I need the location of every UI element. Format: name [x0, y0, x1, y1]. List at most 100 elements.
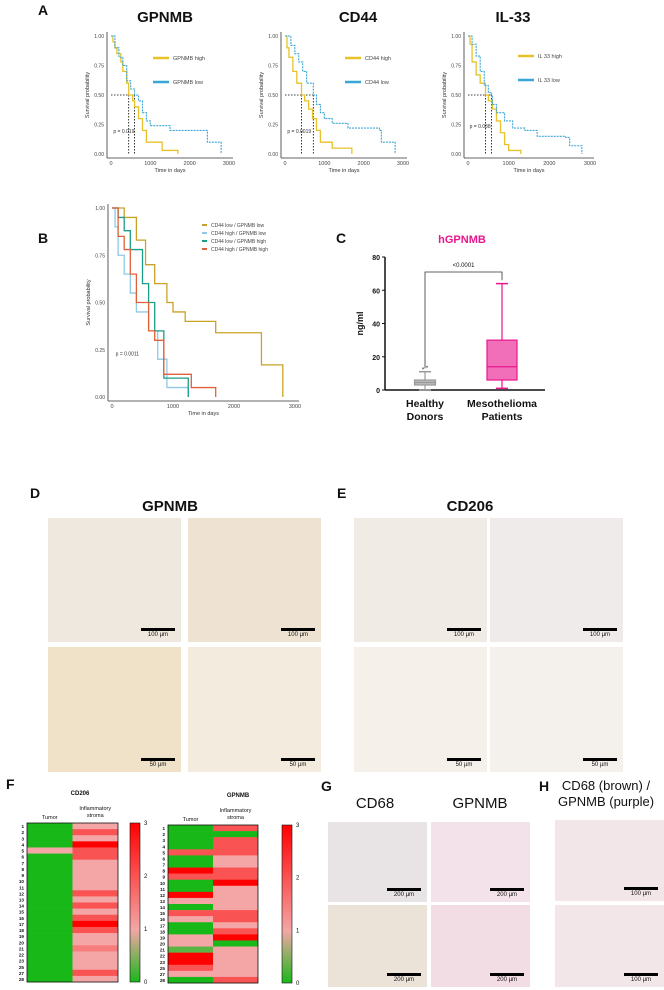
- scale-bar: 100 µm: [447, 628, 481, 638]
- row-label: 15: [160, 911, 166, 916]
- x-tick-label: 3000: [289, 404, 301, 410]
- x-tick-label: Patients: [482, 411, 523, 423]
- heatmap-cell: [168, 837, 213, 844]
- micrograph-d-3: 50 µm: [48, 647, 181, 772]
- heatmap-border: [167, 824, 259, 984]
- row-label: 28: [160, 978, 166, 983]
- heatmap-cell: [213, 831, 258, 838]
- row-label: 11: [19, 885, 24, 890]
- row-label: 12: [19, 891, 25, 896]
- row-label: 10: [160, 881, 166, 886]
- y-tick-label: 1.00: [94, 34, 104, 40]
- heatmap-cell: [27, 884, 73, 891]
- outlier: [426, 365, 428, 368]
- y-tick-label: 0.25: [268, 123, 278, 129]
- y-axis-label: Survival probability: [442, 72, 448, 118]
- heatmap-cell: [168, 970, 213, 978]
- row-label: 6: [21, 855, 24, 860]
- y-tick-label: 1.00: [95, 206, 105, 212]
- heatmap-cell: [168, 964, 213, 972]
- outlier: [422, 367, 424, 370]
- panel-label-d: D: [30, 485, 41, 501]
- heatmap-border: [26, 822, 119, 983]
- row-label: 9: [162, 875, 165, 880]
- heatmap-cell: [27, 902, 73, 909]
- heatmap-cell: [168, 928, 213, 935]
- x-axis-label: Time in days: [329, 168, 360, 174]
- y-tick-label: 0.00: [451, 152, 461, 158]
- colorbar-tick-label: 3: [296, 823, 300, 829]
- heatmap-cell: [27, 975, 73, 983]
- y-axis-label: Survival probability: [259, 72, 265, 118]
- row-label: 17: [19, 922, 25, 927]
- row-label: 17: [160, 923, 166, 928]
- micrograph-g-gpnmb-2: 200 µm: [431, 905, 530, 987]
- x-tick-label: Healthy: [406, 398, 444, 410]
- chart-title: hGPNMB: [438, 234, 486, 246]
- survival-curve-0: [285, 35, 353, 154]
- column-label: Tumor: [183, 817, 199, 823]
- micrograph-e-2: 100 µm: [490, 518, 623, 642]
- row-label: 25: [19, 965, 25, 970]
- x-axis-label: Time in days: [155, 168, 186, 174]
- x-tick-label: 0: [466, 161, 469, 167]
- micrograph-e-1: 100 µm: [354, 518, 487, 642]
- row-label: 12: [160, 893, 166, 898]
- heatmap-cell: [72, 896, 118, 903]
- title-h-line2: GPNMB (purple): [557, 794, 655, 809]
- heatmap-cell: [213, 879, 258, 887]
- legend-label: CD44 high / GPNMB high: [211, 247, 268, 253]
- panel-label-c: C: [336, 230, 347, 246]
- scale-bar: 100 µm: [624, 973, 658, 983]
- y-axis-label: Survival probability: [86, 279, 92, 325]
- row-label: 20: [160, 942, 166, 947]
- heatmap-cell: [213, 946, 258, 953]
- colorbar: [281, 824, 293, 984]
- survival-curve-1: [111, 35, 222, 154]
- box: [486, 339, 518, 381]
- heatmap-cell: [27, 969, 73, 977]
- heatmap-cell: [168, 855, 213, 862]
- scale-bar: 100 µm: [624, 887, 658, 897]
- heatmap-cell: [213, 855, 258, 862]
- chart-title: CD44: [339, 9, 378, 26]
- title-g-gpnmb: GPNMB: [452, 795, 508, 812]
- scale-bar: 200 µm: [387, 888, 421, 898]
- heatmap-cell: [213, 934, 258, 941]
- heatmap-cell: [213, 867, 258, 874]
- row-label: 1: [21, 824, 24, 829]
- micrograph-d-1: 100 µm: [48, 518, 181, 642]
- heatmap-cell: [72, 969, 118, 977]
- colorbar-tick-label: 0: [296, 981, 300, 987]
- heatmap-cell: [27, 920, 73, 928]
- y-tick-label: 0: [376, 388, 380, 395]
- x-tick-label: 1000: [144, 161, 156, 167]
- heatmap-cell: [213, 891, 258, 899]
- y-tick-label: 0.50: [268, 93, 278, 99]
- heatmap-cell: [72, 926, 118, 934]
- heatmap-title: CD206: [71, 791, 90, 797]
- legend-label: GPNMB high: [173, 56, 205, 62]
- y-tick-label: 0.25: [94, 123, 104, 129]
- x-axis-label: Time in days: [188, 411, 219, 417]
- heatmap-cell: [27, 890, 73, 897]
- legend-label: IL 33 low: [538, 78, 560, 84]
- x-tick-label: Donors: [407, 411, 444, 423]
- heatmap-cell: [27, 823, 73, 830]
- p-value: p = 0.019: [113, 129, 134, 135]
- heatmap-cell: [72, 902, 118, 909]
- x-tick-label: 1000: [318, 161, 330, 167]
- heatmap-cell: [27, 908, 73, 916]
- p-value: p = 0.0019: [287, 129, 311, 135]
- panel-label-g: G: [321, 778, 332, 794]
- scale-bar: 100 µm: [583, 628, 617, 638]
- heatmap-cell: [168, 861, 213, 868]
- row-label: 14: [19, 904, 25, 909]
- heatmap-cell: [168, 934, 213, 941]
- row-label: 6: [162, 856, 165, 861]
- x-tick-label: 1000: [167, 404, 179, 410]
- heatmap-cell: [72, 884, 118, 891]
- heatmap-cell: [168, 952, 213, 959]
- heatmap-cell: [213, 916, 258, 923]
- y-tick-label: 0.25: [451, 123, 461, 129]
